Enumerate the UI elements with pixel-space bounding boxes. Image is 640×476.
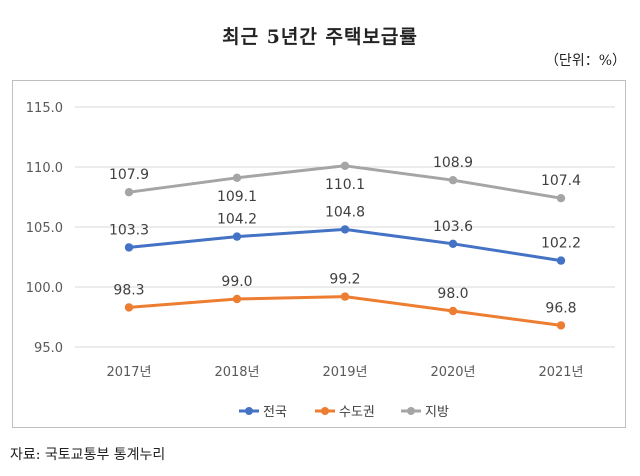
y-tick-label: 105.0 bbox=[26, 221, 63, 236]
data-point bbox=[232, 294, 242, 304]
legend-marker bbox=[245, 407, 253, 415]
series-line-1 bbox=[128, 295, 562, 327]
data-point bbox=[124, 243, 134, 252]
y-tick-label: 110.0 bbox=[26, 161, 63, 176]
data-label: 107.9 bbox=[109, 167, 149, 183]
data-point bbox=[448, 306, 458, 316]
data-point bbox=[340, 292, 350, 301]
legend-label: 지방 bbox=[425, 405, 449, 420]
data-label: 107.4 bbox=[541, 173, 581, 189]
y-tick-label: 100.0 bbox=[26, 281, 63, 296]
data-label: 103.6 bbox=[433, 219, 473, 235]
data-point bbox=[232, 232, 242, 241]
legend-label: 수도권 bbox=[339, 405, 375, 420]
data-point bbox=[448, 239, 458, 248]
legend-marker bbox=[321, 407, 329, 415]
data-label: 104.8 bbox=[325, 204, 365, 220]
data-label: 96.8 bbox=[545, 300, 576, 316]
x-tick-label: 2017년 bbox=[106, 365, 151, 380]
data-label: 98.3 bbox=[113, 282, 144, 298]
line-chart: 115.0 110.0 105.0 100.0 95.0 2017년 2018년 2019년 2… bbox=[26, 101, 615, 420]
data-point bbox=[232, 173, 242, 182]
data-label: 99.0 bbox=[221, 274, 252, 290]
series-line-0 bbox=[128, 227, 562, 263]
data-point bbox=[124, 188, 134, 197]
x-tick-label: 2018년 bbox=[214, 365, 259, 380]
legend-marker bbox=[407, 407, 415, 415]
unit-label: （단위：%） bbox=[544, 53, 626, 69]
legend-label: 전국 bbox=[263, 405, 287, 420]
data-label: 103.3 bbox=[109, 222, 149, 238]
x-tick-label: 2020년 bbox=[430, 365, 475, 380]
y-tick-label: 95.0 bbox=[34, 341, 63, 356]
data-point bbox=[340, 161, 350, 170]
x-tick-label: 2019년 bbox=[322, 365, 367, 380]
data-label: 109.1 bbox=[217, 189, 257, 205]
data-point bbox=[340, 225, 350, 234]
source-note: 자료: 국토교통부 통계누리 bbox=[10, 447, 166, 463]
chart-title: 최근 5년간 주택보급률 bbox=[222, 26, 418, 48]
y-tick-label: 115.0 bbox=[26, 101, 63, 116]
data-point bbox=[556, 321, 566, 330]
data-label: 98.0 bbox=[437, 286, 468, 302]
data-point bbox=[556, 256, 566, 265]
data-point bbox=[124, 303, 134, 312]
data-point bbox=[448, 176, 458, 185]
data-label: 110.1 bbox=[325, 177, 365, 193]
data-label: 108.9 bbox=[433, 155, 473, 171]
data-label: 99.2 bbox=[329, 272, 360, 288]
chart-frame: 115.0 110.0 105.0 100.0 95.0 2017년 2018년 2019년 2… bbox=[12, 80, 626, 428]
x-tick-label: 2021년 bbox=[538, 365, 583, 380]
data-point bbox=[556, 194, 566, 203]
data-label: 102.2 bbox=[541, 236, 581, 252]
data-label: 104.2 bbox=[217, 212, 257, 228]
